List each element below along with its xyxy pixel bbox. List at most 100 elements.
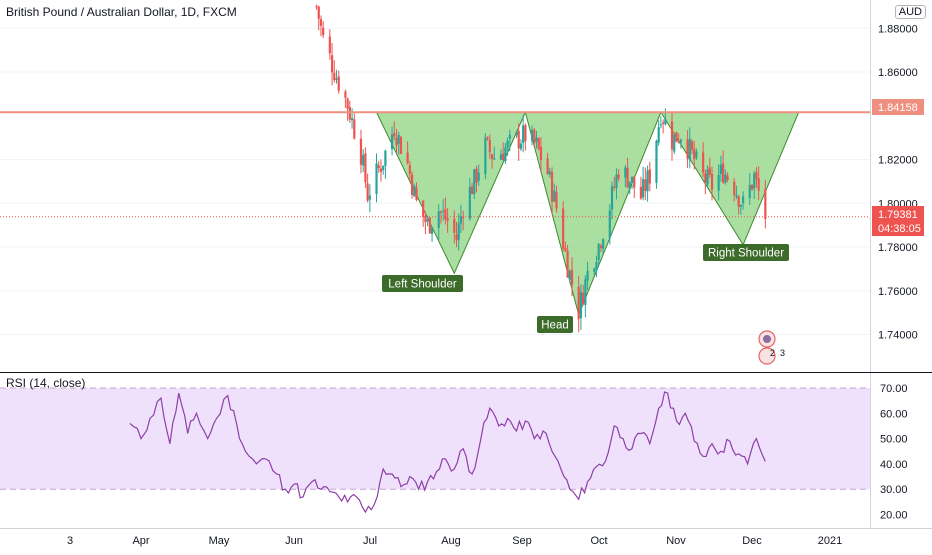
candle[interactable] xyxy=(397,131,400,155)
candle[interactable] xyxy=(615,168,618,200)
candle[interactable] xyxy=(428,216,431,235)
candle[interactable] xyxy=(639,176,643,200)
candle[interactable] xyxy=(319,15,323,37)
candle[interactable] xyxy=(628,181,631,195)
time-axis[interactable]: 3 Apr May Jun Jul Aug Sep Oct Nov Dec 2021 xyxy=(67,535,842,547)
candle[interactable] xyxy=(566,244,569,278)
candle[interactable] xyxy=(459,204,463,234)
right-shoulder-tag[interactable]: Right Shoulder xyxy=(703,244,789,261)
candle[interactable] xyxy=(706,165,709,189)
symbol-title[interactable]: British Pound / Australian Dollar, 1D, F… xyxy=(6,5,237,19)
candle[interactable] xyxy=(533,127,536,148)
left-shoulder-tag[interactable]: Left Shoulder xyxy=(382,275,463,292)
candle[interactable] xyxy=(617,169,620,182)
candle[interactable] xyxy=(593,267,596,277)
candle[interactable] xyxy=(477,164,480,187)
candle[interactable] xyxy=(733,178,736,202)
candle[interactable] xyxy=(595,255,598,278)
candle[interactable] xyxy=(582,284,585,306)
candle[interactable] xyxy=(546,152,549,176)
candle[interactable] xyxy=(710,166,714,201)
candle[interactable] xyxy=(444,197,447,225)
candle[interactable] xyxy=(468,177,471,221)
candle[interactable] xyxy=(393,121,396,140)
candle[interactable] xyxy=(408,161,411,181)
candle[interactable] xyxy=(519,139,523,152)
candle[interactable] xyxy=(570,257,574,297)
event-badges[interactable]: 2 3 xyxy=(758,330,785,365)
candle[interactable] xyxy=(577,275,580,333)
candle[interactable] xyxy=(704,169,707,195)
candle[interactable] xyxy=(646,165,649,202)
candle[interactable] xyxy=(550,167,554,215)
candle[interactable] xyxy=(422,200,425,227)
candle[interactable] xyxy=(644,167,647,201)
currency-badge[interactable]: AUD xyxy=(894,5,926,19)
candle[interactable] xyxy=(535,130,538,149)
candle[interactable] xyxy=(755,167,758,188)
candle[interactable] xyxy=(688,127,691,169)
candle[interactable] xyxy=(750,184,754,191)
candle[interactable] xyxy=(399,135,403,155)
candle[interactable] xyxy=(439,210,443,224)
candle[interactable] xyxy=(548,167,551,178)
candle[interactable] xyxy=(362,149,365,173)
candle[interactable] xyxy=(555,185,558,213)
candle[interactable] xyxy=(530,125,534,146)
candle[interactable] xyxy=(717,164,720,201)
candle[interactable] xyxy=(426,215,429,227)
candle[interactable] xyxy=(648,161,651,192)
candle[interactable] xyxy=(504,143,507,165)
candle[interactable] xyxy=(473,168,476,200)
rsi-line[interactable] xyxy=(129,391,766,514)
candle[interactable] xyxy=(633,176,636,198)
candle[interactable] xyxy=(315,4,318,10)
candle[interactable] xyxy=(748,172,751,206)
candle[interactable] xyxy=(379,159,383,182)
candle[interactable] xyxy=(708,157,711,178)
candle[interactable] xyxy=(553,183,556,203)
candle[interactable] xyxy=(366,173,369,203)
candle[interactable] xyxy=(384,149,387,179)
candle[interactable] xyxy=(322,21,325,39)
candle[interactable] xyxy=(608,204,611,245)
candle[interactable] xyxy=(655,139,658,189)
inverse-head-shoulders-pattern[interactable] xyxy=(375,111,800,317)
candle[interactable] xyxy=(382,165,385,175)
candle[interactable] xyxy=(702,142,705,177)
candle[interactable] xyxy=(764,179,767,229)
candle[interactable] xyxy=(670,111,674,161)
candle[interactable] xyxy=(599,243,603,253)
candle[interactable] xyxy=(515,130,518,139)
candle[interactable] xyxy=(695,148,698,160)
candle[interactable] xyxy=(624,164,627,188)
dividend-icon[interactable] xyxy=(758,347,776,365)
candle[interactable] xyxy=(486,136,489,141)
candle[interactable] xyxy=(737,195,740,215)
rsi-pane[interactable] xyxy=(0,387,870,514)
candle[interactable] xyxy=(346,97,349,121)
candle[interactable] xyxy=(475,165,478,193)
candle[interactable] xyxy=(584,275,587,318)
candle[interactable] xyxy=(333,60,336,83)
candle[interactable] xyxy=(610,181,614,220)
candle[interactable] xyxy=(739,204,742,215)
candle[interactable] xyxy=(375,153,378,203)
candle[interactable] xyxy=(757,166,760,201)
candle[interactable] xyxy=(410,171,414,199)
candle[interactable] xyxy=(568,269,571,284)
candle[interactable] xyxy=(390,126,394,156)
candle[interactable] xyxy=(335,69,338,84)
candle[interactable] xyxy=(406,141,409,165)
candle[interactable] xyxy=(693,140,696,170)
candle[interactable] xyxy=(430,226,434,242)
candle[interactable] xyxy=(506,137,509,156)
candle[interactable] xyxy=(686,130,689,168)
candle[interactable] xyxy=(539,136,543,173)
candle[interactable] xyxy=(328,29,331,60)
candle[interactable] xyxy=(499,149,503,161)
candle[interactable] xyxy=(344,89,347,109)
candle[interactable] xyxy=(337,70,340,94)
candle[interactable] xyxy=(359,129,363,174)
